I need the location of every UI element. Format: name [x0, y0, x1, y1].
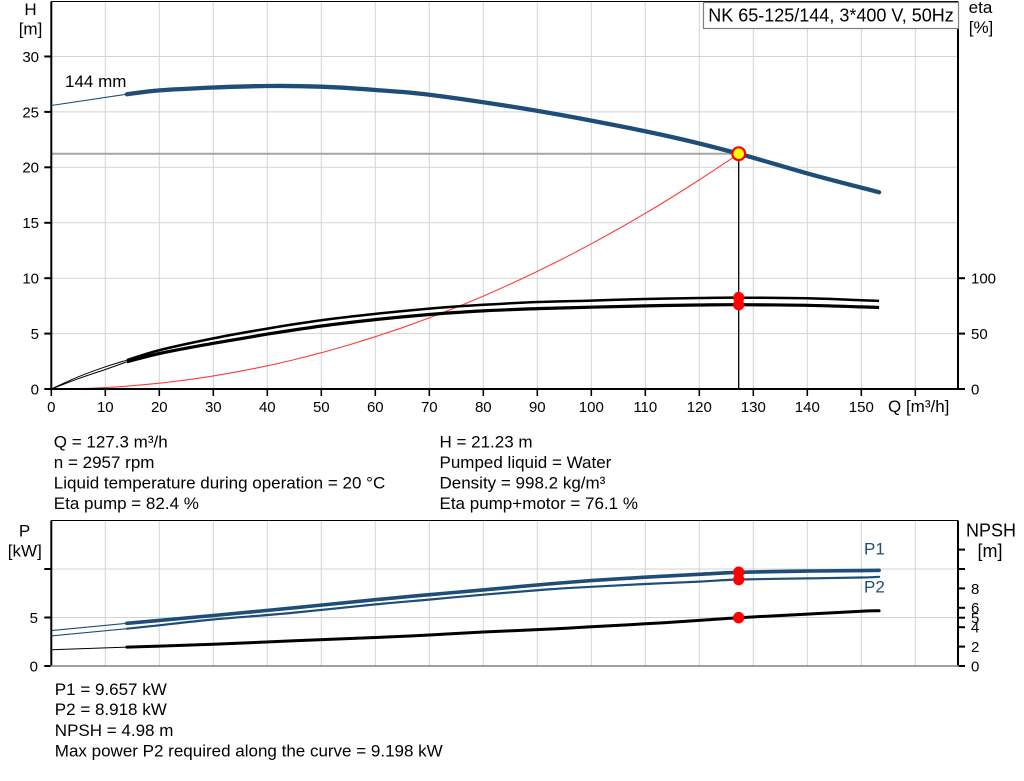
svg-text:NPSH: NPSH [966, 521, 1016, 541]
svg-text:[%]: [%] [969, 18, 994, 37]
svg-text:0: 0 [31, 381, 39, 398]
svg-text:130: 130 [741, 399, 766, 416]
svg-text:40: 40 [259, 399, 276, 416]
svg-text:5: 5 [30, 610, 38, 627]
svg-text:30: 30 [22, 49, 39, 66]
svg-text:100: 100 [579, 399, 604, 416]
svg-text:5: 5 [31, 326, 39, 343]
svg-text:Q = 127.3 m³/h: Q = 127.3 m³/h [54, 433, 168, 452]
svg-text:5: 5 [971, 610, 979, 627]
svg-text:144 mm: 144 mm [65, 72, 126, 91]
svg-text:0: 0 [30, 658, 38, 675]
svg-text:P: P [19, 522, 30, 541]
svg-text:15: 15 [22, 215, 39, 232]
svg-text:[m]: [m] [19, 20, 43, 39]
svg-text:10: 10 [22, 271, 39, 288]
svg-text:2: 2 [971, 639, 979, 656]
svg-text:8: 8 [971, 581, 979, 598]
svg-text:Eta pump = 82.4 %: Eta pump = 82.4 % [54, 494, 199, 513]
svg-text:60: 60 [367, 399, 384, 416]
svg-text:P2: P2 [864, 578, 885, 597]
svg-text:4: 4 [971, 620, 979, 637]
svg-text:NPSH = 4.98 m: NPSH = 4.98 m [55, 721, 174, 740]
svg-text:0: 0 [47, 399, 55, 416]
svg-text:Max power P2 required along th: Max power P2 required along the curve = … [55, 741, 443, 760]
svg-text:110: 110 [633, 399, 657, 416]
svg-text:P1: P1 [864, 540, 885, 559]
svg-text:70: 70 [421, 399, 438, 416]
svg-text:90: 90 [529, 399, 546, 416]
svg-text:20: 20 [151, 399, 168, 416]
svg-text:100: 100 [971, 271, 996, 288]
svg-text:[kW]: [kW] [8, 542, 42, 561]
svg-text:10: 10 [97, 399, 114, 416]
svg-text:H: H [24, 0, 36, 19]
svg-text:25: 25 [22, 104, 39, 121]
svg-text:140: 140 [795, 399, 820, 416]
svg-text:Liquid temperature during oper: Liquid temperature during operation = 20… [54, 474, 385, 493]
svg-text:Q [m³/h]: Q [m³/h] [888, 397, 949, 416]
svg-text:120: 120 [687, 399, 712, 416]
svg-text:Eta pump+motor = 76.1 %: Eta pump+motor = 76.1 % [440, 494, 638, 513]
svg-text:6: 6 [971, 600, 979, 617]
svg-text:50: 50 [313, 399, 330, 416]
svg-text:P1 = 9.657 kW: P1 = 9.657 kW [55, 680, 167, 699]
svg-text:30: 30 [205, 399, 222, 416]
svg-text:Pumped liquid = Water: Pumped liquid = Water [440, 453, 612, 472]
svg-text:NK 65-125/144, 3*400 V, 50Hz: NK 65-125/144, 3*400 V, 50Hz [708, 6, 954, 26]
svg-text:n = 2957 rpm: n = 2957 rpm [54, 453, 155, 472]
svg-text:eta: eta [969, 0, 993, 17]
svg-text:Density = 998.2 kg/m³: Density = 998.2 kg/m³ [440, 474, 606, 493]
svg-text:20: 20 [22, 160, 39, 177]
svg-text:80: 80 [475, 399, 492, 416]
svg-text:0: 0 [971, 658, 979, 675]
svg-text:[m]: [m] [978, 541, 1003, 561]
svg-text:P2 = 8.918 kW: P2 = 8.918 kW [55, 700, 167, 719]
svg-text:0: 0 [971, 381, 979, 398]
svg-text:50: 50 [971, 326, 988, 343]
svg-text:H = 21.23 m: H = 21.23 m [440, 433, 533, 452]
svg-text:150: 150 [849, 399, 874, 416]
